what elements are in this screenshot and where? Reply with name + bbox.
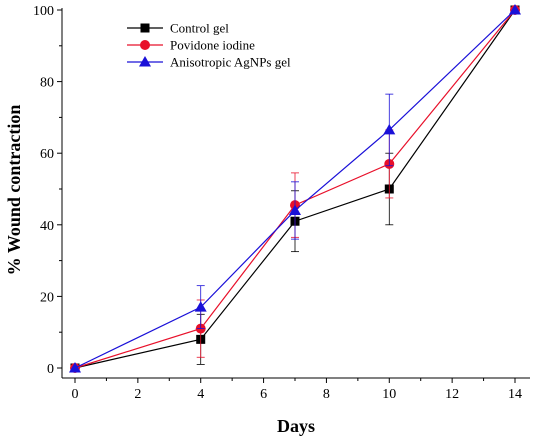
x-ticks: 0 2 4 6 8 10 12 14 [72,378,522,402]
plot-frame [61,8,530,379]
legend-marker [140,40,150,50]
x-tick-label: 2 [134,387,141,402]
legend-entry: Povidone iodine [170,38,255,53]
legend-marker [140,23,150,33]
series-layer [69,4,521,373]
series-triangle [69,4,521,373]
y-axis-title: % Wound contraction [4,105,24,276]
y-tick-label: 100 [33,4,54,19]
y-tick-label: 40 [40,219,54,234]
x-tick-label: 6 [260,387,267,402]
x-tick-label: 4 [197,387,204,402]
y-tick-label: 0 [47,362,54,377]
x-axis-title: Days [277,416,315,436]
data-point [194,301,207,312]
data-point [69,362,81,373]
x-tick-label: 8 [323,387,330,402]
y-tick-label: 60 [40,147,54,162]
data-point [289,204,301,215]
legend-entry: Control gel [170,21,229,36]
legend-entry: Anisotropic AgNPs gel [170,55,291,70]
legend: Control gel Povidone iodine Anisotropic Ag… [127,21,291,70]
x-tick-label: 14 [508,387,522,402]
x-tick-label: 12 [445,387,459,402]
y-tick-label: 20 [40,290,54,305]
y-tick-label: 80 [40,76,54,91]
data-point [509,4,521,15]
x-tick-label: 10 [382,387,396,402]
y-ticks: 0 20 40 60 80 100 [33,4,62,377]
data-point [383,123,396,135]
x-tick-label: 0 [72,387,79,402]
legend-marker [139,56,151,67]
